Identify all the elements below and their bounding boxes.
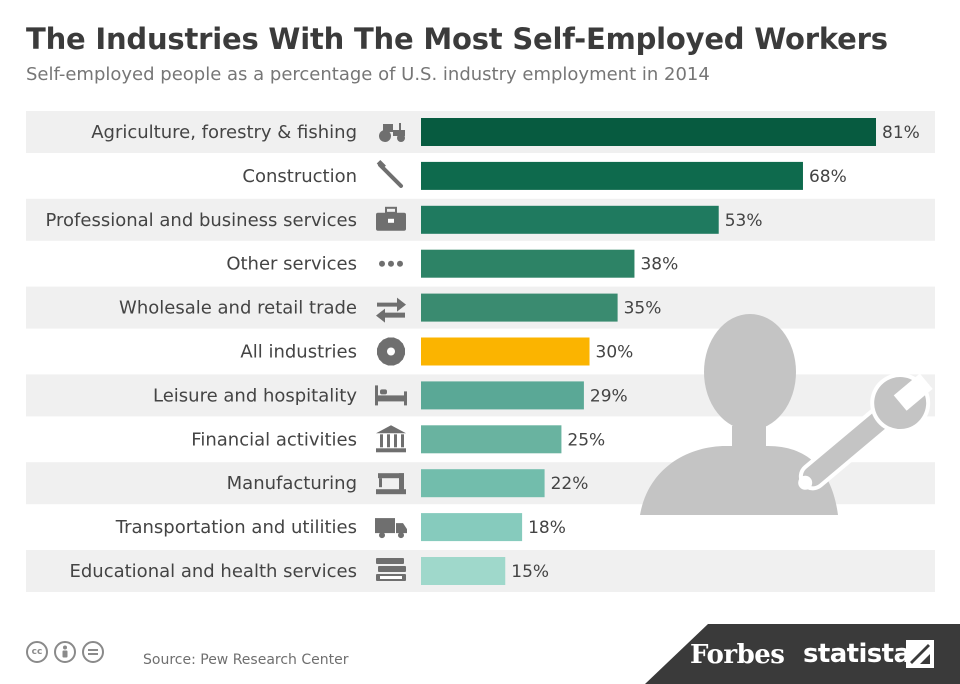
category-label: Other services (226, 254, 357, 275)
data-label: 30% (596, 343, 634, 363)
data-label: 35% (624, 299, 662, 319)
bar (421, 293, 618, 322)
category-label: Wholesale and retail trade (119, 298, 357, 319)
bar (421, 205, 719, 234)
bar (421, 557, 506, 585)
chart-subtitle: Self-employed people as a percentage of … (26, 64, 710, 85)
bar (421, 249, 635, 278)
no-derivatives-icon (82, 641, 104, 663)
chart-title: The Industries With The Most Self-Employ… (26, 22, 888, 56)
data-label: 81% (882, 123, 920, 143)
attribution-icon (54, 641, 76, 663)
data-label: 22% (551, 474, 589, 494)
bar (421, 425, 562, 454)
data-label: 25% (567, 430, 605, 450)
category-label: Leisure and hospitality (153, 385, 357, 406)
category-label: Financial activities (191, 429, 357, 450)
cc-icon: cc (26, 641, 48, 663)
bed-icon (375, 385, 407, 406)
bar (421, 513, 523, 542)
data-label: 29% (590, 386, 628, 406)
category-label: All industries (240, 342, 357, 363)
footer-band (645, 624, 960, 684)
gear-icon (376, 337, 406, 366)
category-label: Professional and business services (45, 210, 357, 231)
bank-icon (376, 425, 406, 453)
category-label: Agriculture, forestry & fishing (91, 122, 357, 143)
data-label: 38% (640, 255, 678, 275)
exchange-arrows-icon (376, 297, 406, 323)
source-note: Source: Pew Research Center (143, 652, 349, 668)
tools-icon (376, 159, 403, 188)
data-label: 68% (809, 167, 847, 187)
data-label: 18% (528, 518, 566, 538)
briefcase-icon (376, 206, 406, 231)
truck-icon (375, 518, 407, 539)
more-dots-icon (379, 260, 403, 267)
category-label: Educational and health services (69, 561, 357, 582)
category-label: Manufacturing (227, 473, 357, 494)
worker-with-wrench-illustration (640, 314, 933, 515)
bar (421, 161, 803, 190)
data-label: 53% (725, 211, 763, 231)
bar (421, 469, 545, 498)
license-icons: cc (26, 641, 104, 663)
sewing-machine-icon (376, 473, 406, 495)
tractor-icon (379, 123, 405, 142)
category-label: Construction (242, 166, 357, 187)
category-label: Transportation and utilities (115, 517, 357, 538)
statista-logo: statista (803, 639, 911, 669)
statista-mark-icon (906, 640, 934, 668)
bar (421, 118, 876, 146)
books-icon (376, 558, 406, 581)
bar (421, 337, 590, 366)
data-label: 15% (511, 562, 549, 582)
forbes-logo: Forbes (690, 640, 785, 670)
bar (421, 381, 584, 410)
